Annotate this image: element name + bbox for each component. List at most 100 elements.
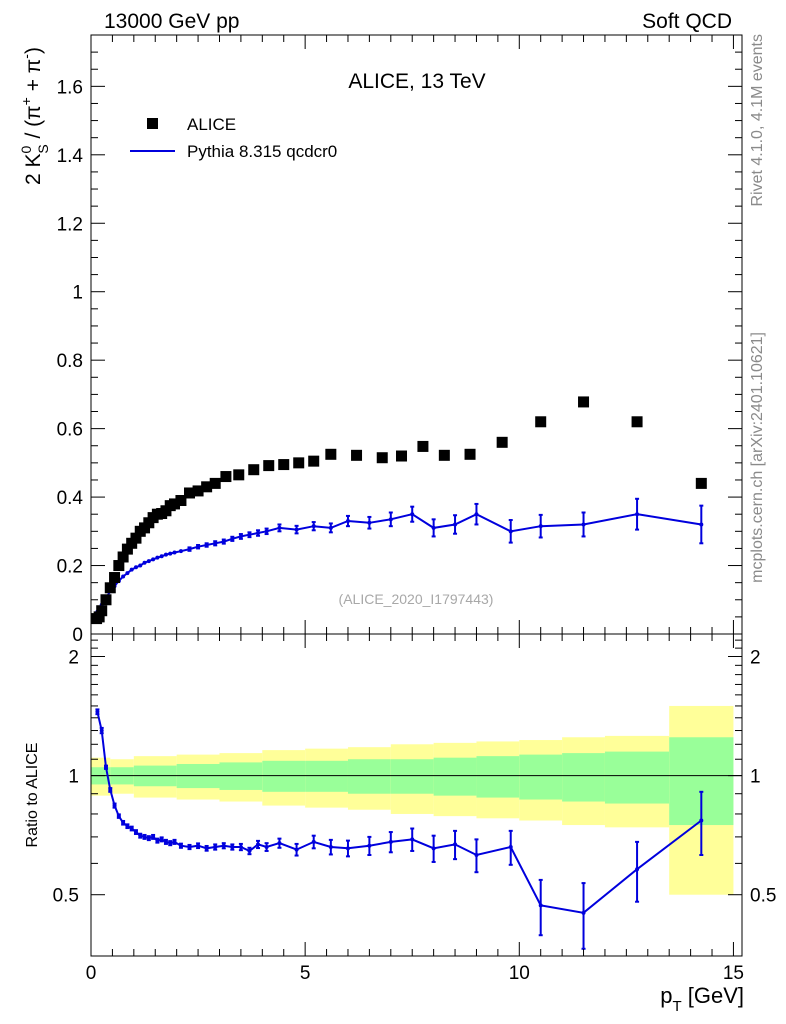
ratio-tick-label-right: 2 (750, 648, 761, 669)
y-label-sup: - (18, 54, 34, 59)
pythia-ratio-point (345, 846, 350, 851)
pythia-point (581, 522, 586, 527)
alice-point (93, 611, 105, 623)
pythia-point (204, 543, 209, 548)
alice-point (201, 481, 213, 493)
y-label-sub: S (35, 144, 51, 153)
pythia-point (129, 567, 134, 572)
ratio-band-inner (433, 757, 477, 796)
pythia-point (247, 532, 252, 537)
y-tick-label: 1.4 (57, 146, 84, 167)
pythia-ratio-point (264, 845, 269, 850)
alice-point (325, 448, 337, 460)
legend-alice-marker (147, 118, 158, 129)
alice-point (535, 416, 547, 428)
main-tick-labels: 0 0.2 0.4 0.6 0.8 1 1.2 1.4 1.6 (57, 77, 84, 646)
rivet-label: Rivet 4.1.0, 4.1M events (749, 34, 766, 207)
pythia-ratio-point (95, 709, 100, 714)
ratio-y-label: Ratio to ALICE (24, 743, 41, 848)
ratio-tick-label-right: 1 (750, 767, 761, 788)
pythia-point (133, 565, 138, 570)
y-tick-label: 1.2 (57, 214, 83, 235)
pythia-ratio-point (155, 838, 160, 843)
alice-point (169, 498, 181, 510)
pythia-point (178, 549, 183, 554)
y-tick-label: 0.6 (57, 420, 83, 441)
pythia-ratio-point (204, 846, 209, 851)
alice-point (496, 436, 508, 448)
pythia-ratio-point (138, 833, 143, 838)
pythia-ratio-point (142, 834, 147, 839)
alice-point (263, 460, 275, 472)
alice-point (100, 594, 112, 606)
pythia-ratio-point (453, 842, 458, 847)
pythia-ratio-point (146, 836, 151, 841)
x-tick-label: 15 (723, 963, 744, 984)
analysis-id: (ALICE_2020_I1797443) (339, 591, 494, 607)
alice-point (109, 572, 121, 584)
y-axis-label: 2 K0S / (π+ + π-) (18, 47, 51, 185)
pythia-ratio-point (388, 839, 393, 844)
alice-point (96, 605, 108, 617)
header-right: Soft QCD (642, 10, 732, 33)
pythia-point (345, 519, 350, 524)
y-tick-label: 0.2 (57, 557, 83, 578)
pythia-point (635, 512, 640, 517)
x-tick-label: 5 (300, 963, 311, 984)
x-label-main: p (660, 983, 672, 1008)
pythia-point (163, 552, 168, 557)
pythia-point (187, 547, 192, 552)
ratio-band-inner (604, 751, 670, 804)
pythia-point (538, 524, 543, 529)
alice-point (278, 459, 290, 471)
ratio-band-inner (390, 759, 434, 794)
pythia-ratio-point (116, 814, 121, 819)
pythia-ratio-point (256, 842, 261, 847)
legend: ALICE Pythia 8.315 qcdcr0 (130, 115, 337, 161)
ratio-band-inner (262, 760, 306, 792)
alice-point (175, 495, 187, 507)
x-tick-label: 10 (509, 963, 530, 984)
alice-point (192, 485, 204, 497)
pythia-ratio-point (474, 853, 479, 858)
pythia-ratio-point (221, 843, 226, 848)
main-panel: 0 0.2 0.4 0.6 0.8 1 1.2 1.4 1.6 ALICE, 13 TeV (A… (18, 34, 743, 646)
ratio-tick-label-right: 0.5 (750, 886, 776, 907)
ratio-band-inner (476, 756, 520, 798)
pythia-ratio-point (112, 803, 117, 808)
alice-point (130, 532, 142, 544)
alice-point (695, 477, 707, 489)
pythia-point (168, 551, 173, 556)
pythia-point (151, 557, 156, 562)
pythia-line (96, 513, 702, 613)
y-tick-label: 0.8 (57, 351, 83, 372)
pythia-ratio-point (168, 841, 173, 846)
pythia-point (474, 512, 479, 517)
pythia-point (431, 525, 436, 530)
ratio-band-inner (562, 753, 605, 802)
x-label-unit: [GeV] (682, 983, 744, 1008)
x-label-sub: T (672, 998, 681, 1015)
ratio-band-inner (219, 762, 263, 790)
pythia-point (294, 527, 299, 532)
pythia-point (125, 571, 130, 576)
pythia-ratio-point (187, 845, 192, 850)
pythia-point (155, 555, 160, 560)
ratio-ticks (90, 634, 742, 956)
ratio-frame (90, 633, 743, 957)
pythia-ratio-point (635, 867, 640, 872)
pythia-point (196, 544, 201, 549)
pythia-point (277, 525, 282, 530)
pythia-ratio-point (99, 728, 104, 733)
pythia-ratio-point (431, 846, 436, 851)
ratio-tick-label-left: 0.5 (53, 886, 79, 907)
pythia-ratio-point (178, 843, 183, 848)
alice-point (578, 396, 590, 408)
pythia-point (138, 563, 143, 568)
y-label-part: / (π (22, 105, 45, 144)
x-axis-label: pT [GeV] (660, 983, 744, 1015)
alice-point (351, 449, 363, 461)
alice-point (233, 469, 245, 481)
pythia-ratio-point (196, 843, 201, 848)
